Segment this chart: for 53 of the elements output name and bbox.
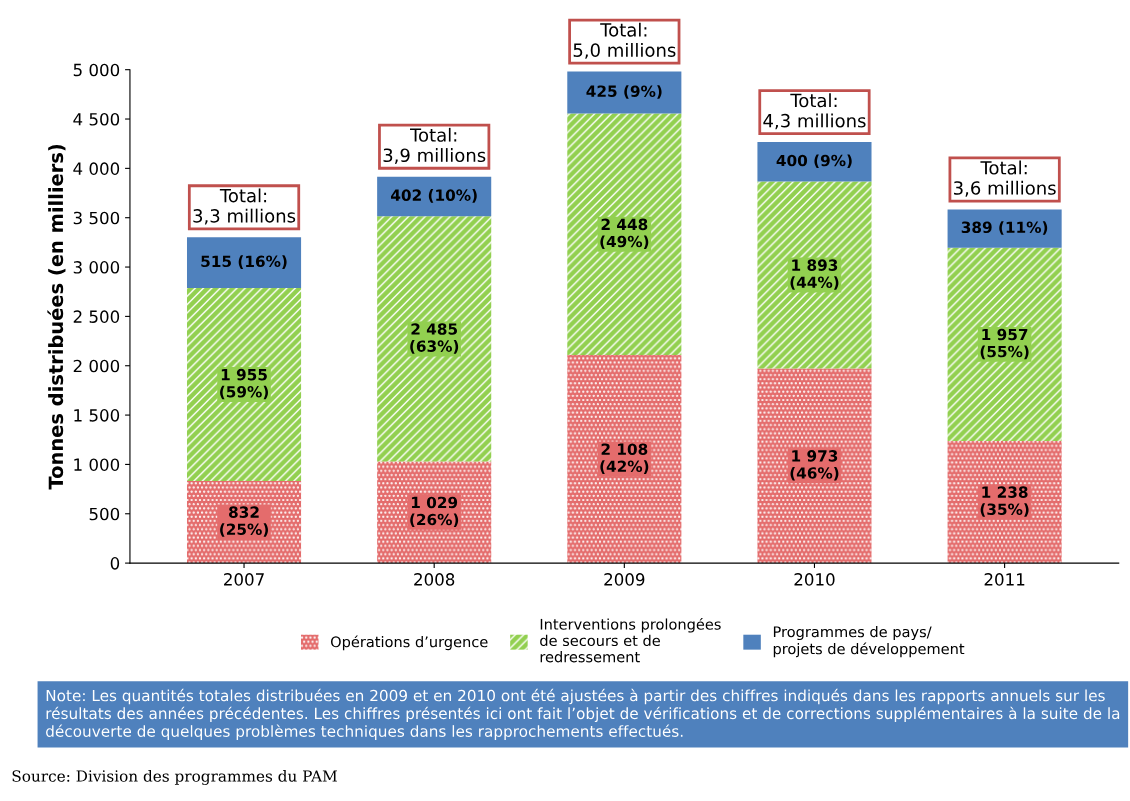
y-tick-label: 1 000: [74, 458, 120, 471]
bar: [947, 209, 1062, 248]
y-tick-label: 1 500: [74, 409, 120, 422]
data-label: 2 108 (42%): [600, 443, 649, 474]
bar: [947, 247, 1062, 441]
data-label: 1 238 (35%): [980, 486, 1029, 517]
y-tick-label: 4 000: [73, 162, 120, 175]
text: Note: Les quantités totales distribuées en 2009 et en 2010 ont été ajustées à partir des chiffres indiqués dans les rapports annuels sur les résultats des années précédentes. Les chiffres présentés ici ont fait l’objet de vérifications et de corrections supplémentaires à la suite de la découverte de quelques problèmes techniques dans les rapprochements effectués.: [46, 688, 1120, 740]
bar: [757, 368, 872, 564]
data-label: 832 (25%): [220, 506, 268, 537]
bar: [186, 237, 302, 289]
data-label: 1 957 (55%): [980, 328, 1029, 360]
bar: [757, 142, 872, 182]
data-label: 1 893 (44%): [790, 259, 839, 290]
data-label: 515 (16%): [201, 255, 287, 269]
total-label: Total: 3,6 millions: [953, 160, 1056, 197]
x-tick-label: 2010: [794, 573, 835, 586]
y-tick-label: 2 000: [73, 359, 120, 373]
source-note: Source: Division des programmes du PAM: [12, 769, 337, 785]
y-tick-label: 3 000: [73, 261, 120, 274]
bar: [757, 181, 872, 369]
data-label: 2 448 (49%): [600, 218, 649, 250]
legend-label: Programmes de pays/ projets de développement: [773, 625, 965, 658]
bar: [567, 355, 682, 564]
data-label: 2 485 (63%): [410, 323, 459, 354]
bar: [567, 113, 682, 356]
data-label: 1 029 (26%): [410, 496, 459, 528]
y-tick-label: 0: [110, 557, 120, 570]
y-axis-title: Tonnes distribuées (en milliers): [47, 144, 66, 490]
bar: [186, 288, 302, 481]
x-tick-label: 2007: [224, 573, 264, 586]
data-label: 389 (11%): [961, 221, 1048, 235]
x-tick-label: 2009: [604, 573, 645, 586]
legend-label: Opérations d’urgence: [330, 635, 488, 651]
bar: [567, 71, 682, 114]
data-label: 1 973 (46%): [790, 450, 839, 481]
x-tick-label: 2008: [414, 573, 455, 586]
y-tick-label: 4 500: [73, 112, 120, 126]
total-label: Total: 5,0 millions: [573, 22, 676, 59]
legend-label: Interventions prolongées de secours et de redressement: [540, 617, 721, 663]
data-label: 402 (10%): [391, 189, 477, 203]
total-label: Total: 4,3 millions: [763, 93, 866, 130]
x-tick-label: 2011: [984, 573, 1025, 586]
y-tick-label: 5 000: [73, 63, 120, 77]
bar: [377, 216, 492, 462]
y-tick-label: 3 500: [73, 211, 120, 225]
total-label: Total: 3,9 millions: [383, 127, 486, 164]
data-label: 400 (9%): [776, 154, 852, 169]
total-label: Total: 3,3 millions: [193, 188, 296, 225]
y-tick-label: 500: [89, 507, 120, 521]
y-tick-label: 2 500: [73, 310, 120, 323]
data-label: 425 (9%): [586, 85, 662, 99]
data-label: 1 955 (59%): [220, 368, 268, 400]
